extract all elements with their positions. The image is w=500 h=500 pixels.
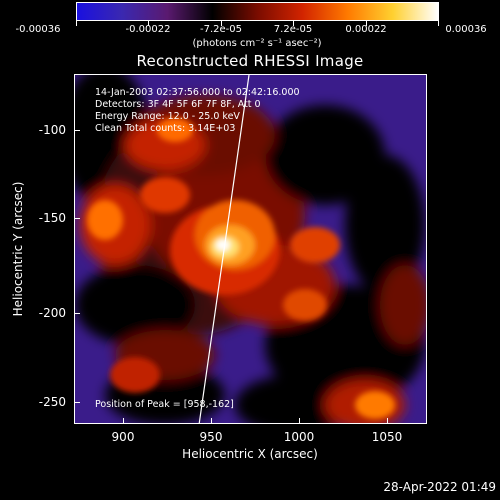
colorbar-units: (photons cm⁻² s⁻¹ asec⁻²) [192, 38, 322, 49]
info-peak-position: Position of Peak = [958,-162] [95, 399, 234, 410]
x-tick-label: 1000 [283, 430, 315, 444]
x-tick [123, 418, 124, 424]
info-clean-counts: Clean Total counts: 3.14E+03 [95, 123, 236, 134]
colorbar-tick [438, 20, 439, 26]
y-tick [74, 218, 80, 219]
colorbar-label: 0.00022 [345, 24, 387, 35]
x-tick-label: 950 [199, 430, 223, 444]
colorbar-tick [366, 20, 367, 26]
y-tick-label: -250 [38, 395, 66, 409]
colorbar-label: -0.00022 [125, 24, 171, 35]
info-detectors: Detectors: 3F 4F 5F 6F 7F 8F, Att 0 [95, 99, 261, 110]
y-tick-label: -150 [38, 211, 66, 225]
y-tick [74, 313, 80, 314]
rhessi-image-canvas [75, 75, 426, 423]
y-tick-label: -100 [38, 123, 66, 137]
colorbar-label: 0.00036 [445, 24, 487, 35]
colorbar-label: -7.2e-05 [200, 24, 242, 35]
colorbar-label: -0.00036 [15, 24, 61, 35]
colorbar-tick [148, 20, 149, 26]
y-tick [74, 130, 80, 131]
info-time-range: 14-Jan-2003 02:37:56.000 to 02:42:16.000 [95, 87, 300, 98]
limb-line [198, 75, 250, 423]
y-axis-title: Heliocentric Y (arcsec) [11, 181, 25, 317]
x-tick-label: 1050 [371, 430, 403, 444]
plot-title: Reconstructed RHESSI Image [136, 52, 364, 70]
plot-timestamp: 28-Apr-2022 01:49 [383, 480, 496, 494]
colorbar-tick [221, 20, 222, 26]
x-tick [387, 418, 388, 424]
colorbar-tick [76, 20, 77, 26]
x-tick-label: 900 [111, 430, 135, 444]
x-tick [299, 418, 300, 424]
y-tick-label: -200 [38, 306, 66, 320]
rhessi-image: 14-Jan-2003 02:37:56.000 to 02:42:16.000… [74, 74, 427, 424]
y-tick [74, 402, 80, 403]
x-tick [211, 418, 212, 424]
colorbar [76, 2, 439, 21]
colorbar-label: 7.2e-05 [273, 24, 313, 35]
colorbar-tick [293, 20, 294, 26]
info-energy-range: Energy Range: 12.0 - 25.0 keV [95, 111, 240, 122]
x-axis-title: Heliocentric X (arcsec) [182, 447, 318, 461]
